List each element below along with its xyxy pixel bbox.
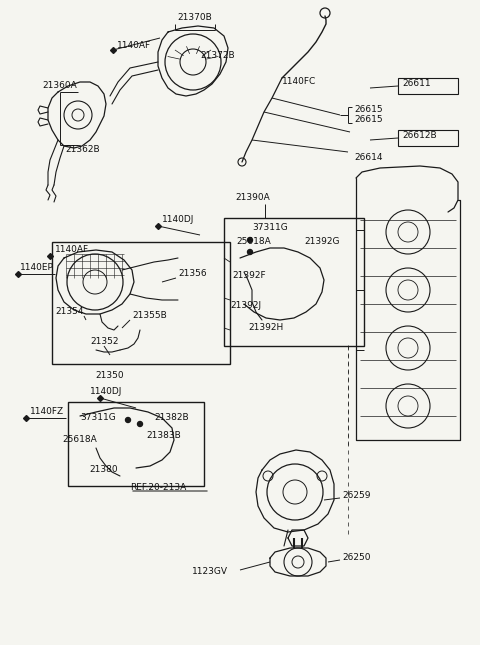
Text: 1140AF: 1140AF [55, 246, 89, 255]
Text: 1140DJ: 1140DJ [162, 215, 194, 224]
Text: 21383B: 21383B [146, 432, 181, 441]
Circle shape [248, 250, 252, 255]
Text: 1140FZ: 1140FZ [30, 408, 64, 417]
Bar [398, 130, 458, 146]
Text: 21382B: 21382B [154, 413, 189, 422]
Bar [224, 218, 364, 346]
Text: 1140FC: 1140FC [282, 77, 316, 86]
Circle shape [248, 237, 252, 243]
Text: 26611: 26611 [402, 79, 431, 88]
Text: REF.20-213A: REF.20-213A [130, 484, 186, 493]
Text: 21362B: 21362B [65, 146, 100, 155]
Text: 26615: 26615 [354, 106, 383, 115]
Text: 1140DJ: 1140DJ [90, 388, 122, 397]
Text: 26250: 26250 [342, 553, 371, 562]
Text: 26614: 26614 [354, 154, 383, 163]
Text: 37311G: 37311G [80, 413, 116, 422]
Text: 25618A: 25618A [236, 237, 271, 246]
Text: 21390A: 21390A [235, 194, 270, 203]
Text: 1123GV: 1123GV [192, 568, 228, 577]
Text: 26259: 26259 [342, 491, 371, 501]
Text: 21350: 21350 [96, 372, 124, 381]
Bar [68, 402, 204, 486]
Text: 21356: 21356 [178, 270, 206, 279]
Bar [398, 78, 458, 94]
Text: 21352: 21352 [90, 337, 119, 346]
Text: 21354: 21354 [55, 308, 84, 317]
Bar [52, 242, 230, 364]
Text: 21370B: 21370B [178, 14, 212, 23]
Text: 26612B: 26612B [402, 132, 437, 141]
Text: 21392F: 21392F [232, 272, 265, 281]
Text: 21392H: 21392H [248, 324, 283, 333]
Text: 25618A: 25618A [62, 435, 97, 444]
Text: 21355B: 21355B [132, 312, 167, 321]
Text: 1140EP: 1140EP [20, 264, 54, 272]
Text: 21392G: 21392G [304, 237, 339, 246]
Text: 21380: 21380 [90, 466, 118, 475]
Text: 21372B: 21372B [200, 50, 235, 59]
Circle shape [125, 417, 131, 422]
Text: 1140AF: 1140AF [117, 41, 151, 50]
Circle shape [137, 421, 143, 426]
Text: 21392J: 21392J [230, 301, 261, 310]
Text: 21360A: 21360A [42, 81, 77, 90]
Text: 26615: 26615 [354, 115, 383, 124]
Text: 37311G: 37311G [252, 224, 288, 232]
